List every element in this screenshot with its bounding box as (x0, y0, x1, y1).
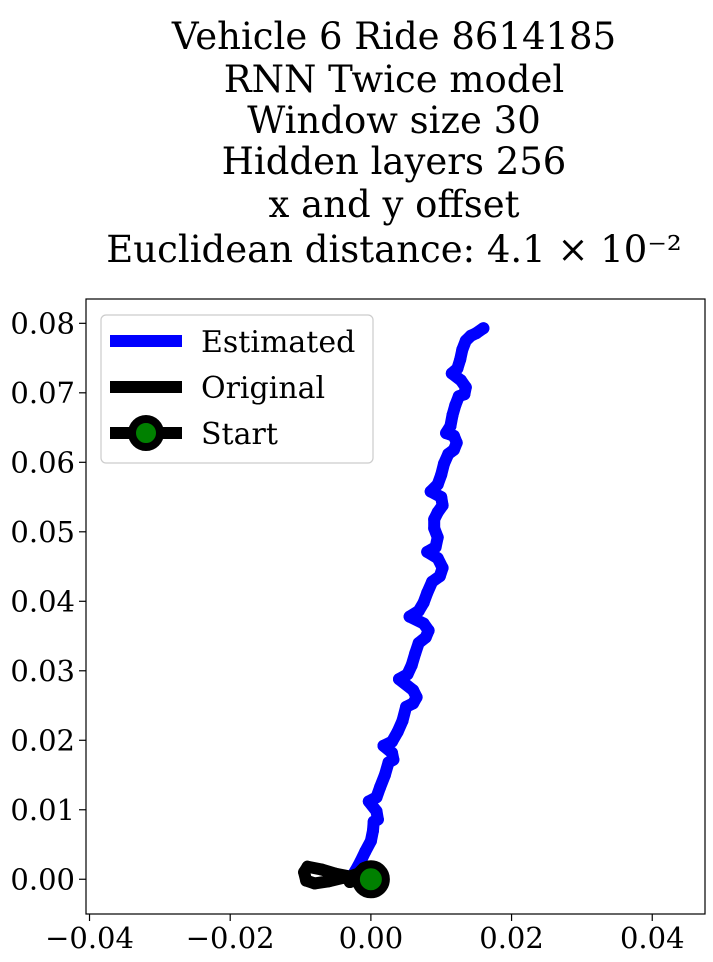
series-point-estimated-50 (435, 468, 448, 481)
title-line-2: RNN Twice model (224, 58, 564, 101)
y-tick-label: 0.07 (10, 376, 75, 410)
x-axis: −0.04 −0.02 0.00 0.02 0.04 (45, 914, 685, 955)
y-tick-label: 0.06 (10, 445, 75, 479)
series-point-estimated-49 (431, 478, 444, 491)
series-point-original-7 (301, 860, 314, 873)
x-tick-label: 0.00 (339, 921, 404, 955)
legend-label-2: Original (201, 371, 325, 406)
series-point-estimated-4 (364, 835, 377, 847)
x-tick-label: −0.02 (186, 921, 275, 955)
series-point-estimated-39 (431, 552, 444, 565)
x-tick-label: −0.04 (45, 921, 134, 955)
title-line-4: Hidden layers 256 (222, 140, 567, 183)
series-point-estimated-10 (370, 791, 383, 804)
series-point-estimated-34 (417, 596, 430, 609)
start-marker (351, 860, 390, 899)
series-point-estimated-58 (446, 409, 459, 422)
series-point-estimated-17 (386, 735, 398, 748)
legend-label-1: Estimated (201, 325, 355, 360)
legend-box (100, 314, 374, 464)
series-point-estimated-47 (435, 491, 448, 504)
legend: Estimated Original Start (100, 314, 374, 464)
series-point-estimated-42 (431, 531, 444, 544)
series-point-estimated-23 (407, 684, 420, 697)
series-point-estimated-12 (378, 769, 391, 781)
series-point-estimated-19 (396, 714, 409, 727)
series-point-estimated-8 (370, 805, 383, 818)
series-point-estimated-65 (451, 362, 464, 375)
series-point-estimated-15 (386, 746, 398, 759)
y-tick-label: 0.08 (10, 306, 75, 340)
series-point-estimated-43 (428, 522, 441, 535)
series-point-original-3 (322, 875, 335, 888)
series-point-estimated-51 (438, 457, 450, 470)
series-point-estimated-32 (403, 610, 416, 623)
series-point-estimated-66 (454, 353, 467, 366)
title-line-3: Window size 30 (247, 99, 541, 142)
y-tick-label: 0.00 (10, 862, 75, 896)
x-tick-label: 0.04 (620, 921, 685, 955)
series-point-estimated-3 (359, 845, 372, 858)
x-tick-label: 0.02 (479, 921, 544, 955)
plot-frame (85, 298, 706, 915)
series-point-estimated-31 (417, 617, 430, 630)
series-point-estimated-11 (374, 781, 386, 794)
legend-start-marker (128, 415, 164, 451)
series-point-estimated-26 (405, 659, 418, 672)
y-axis: 0.00 0.01 0.02 0.03 0.04 0.05 0.06 0.07 0.08 (10, 306, 86, 896)
series-point-estimated-35 (421, 586, 434, 599)
plot-data (298, 322, 490, 899)
series-point-estimated-25 (401, 668, 414, 681)
series-point-estimated-5 (367, 824, 379, 837)
title-line-6: Euclidean distance: 4.1 × 10⁻² (106, 228, 681, 271)
series-point-estimated-18 (391, 725, 404, 738)
y-tick-label: 0.03 (10, 654, 75, 688)
title-line-5: x and y offset (269, 183, 520, 226)
series-point-original-8 (315, 863, 328, 876)
series-point-estimated-63 (454, 374, 467, 387)
series-point-estimated-57 (444, 420, 457, 433)
series-point-estimated-71 (477, 322, 490, 335)
y-tick-label: 0.04 (10, 584, 75, 618)
series-point-estimated-41 (429, 541, 442, 554)
series-point-estimated-27 (409, 647, 422, 660)
series-point-estimated-38 (436, 561, 449, 574)
title-line-1: Vehicle 6 Ride 8614185 (171, 15, 616, 58)
series-point-original-9 (329, 867, 342, 880)
series-point-estimated-67 (456, 343, 469, 356)
series-point-estimated-59 (449, 399, 462, 412)
y-tick-label: 0.02 (10, 723, 75, 757)
legend-label-3: Start (201, 417, 278, 452)
y-tick-label: 0.01 (10, 793, 75, 827)
y-tick-label: 0.05 (10, 515, 75, 549)
